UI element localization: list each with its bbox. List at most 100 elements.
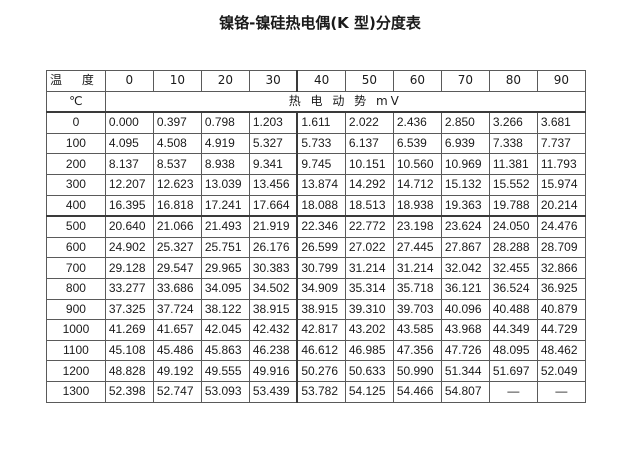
- emf-value-cell: 4.508: [152, 132, 202, 155]
- emf-value-cell: 9.745: [296, 153, 346, 175]
- emf-value-cell: 50.276: [296, 360, 346, 382]
- table-body: 温 度 0 10 20 30 40 50 60 70 80 90 ℃ 热 电 动…: [46, 70, 586, 403]
- emf-value-cell: 4.095: [104, 132, 154, 155]
- emf-value-cell: 2.850: [440, 111, 490, 134]
- temperature-cell: 200: [46, 153, 106, 175]
- emf-value-cell: 15.132: [440, 173, 490, 196]
- emf-value-cell: 16.395: [104, 194, 154, 217]
- emf-value-cell: 13.874: [296, 173, 346, 196]
- table-row: 600 24.902 25.327 25.751 26.176 26.599 27.022 2…: [46, 236, 586, 259]
- emf-value-cell: 27.445: [392, 236, 442, 259]
- column-header: 80: [488, 70, 538, 92]
- emf-value-cell: 51.697: [488, 360, 538, 382]
- emf-value-cell: 28.288: [488, 236, 538, 259]
- emf-value-cell: 33.686: [152, 277, 202, 300]
- table-row: 100 4.095 4.508 4.919 5.327 5.733 6.137 6.539 6.…: [46, 132, 586, 155]
- table-row: 800 33.277 33.686 34.095 34.502 34.909 35.314 3…: [46, 277, 586, 300]
- emf-value-cell: 0.000: [104, 111, 154, 134]
- table-row: 900 37.325 37.724 38.122 38.915 38.915 39.310 3…: [46, 298, 586, 321]
- emf-value-cell: 51.344: [440, 360, 490, 382]
- column-header: 10: [152, 70, 202, 92]
- emf-value-cell: 50.990: [392, 360, 442, 382]
- temperature-cell: 1300: [46, 380, 106, 403]
- emf-value-cell: 47.356: [392, 339, 442, 362]
- emf-value-cell: 14.712: [392, 173, 442, 196]
- emf-value-cell: 36.925: [536, 277, 586, 300]
- emf-value-cell: 52.398: [104, 380, 154, 403]
- emf-value-cell: 5.733: [296, 132, 346, 155]
- emf-value-cell: 34.502: [248, 277, 298, 300]
- temperature-cell: 1000: [46, 319, 106, 341]
- emf-value-cell: 54.466: [392, 380, 442, 403]
- emf-value-cell: 21.493: [200, 215, 250, 238]
- emf-value-cell: 38.122: [200, 298, 250, 321]
- emf-value-cell: 53.782: [296, 380, 346, 403]
- emf-value-cell: 44.349: [488, 319, 538, 341]
- column-header: 90: [536, 70, 586, 92]
- emf-value-cell: 26.176: [248, 236, 298, 259]
- emf-value-cell: 12.207: [104, 173, 154, 196]
- emf-value-cell: 2.022: [344, 111, 394, 134]
- emf-value-cell: 48.462: [536, 339, 586, 362]
- emf-value-cell: 8.938: [200, 153, 250, 175]
- emf-value-cell: 0.798: [200, 111, 250, 134]
- emf-value-cell: 32.042: [440, 257, 490, 279]
- emf-value-cell: 6.939: [440, 132, 490, 155]
- emf-value-cell: 37.724: [152, 298, 202, 321]
- emf-value-cell: 12.623: [152, 173, 202, 196]
- emf-value-cell: 31.214: [344, 257, 394, 279]
- table-row: 0 0.000 0.397 0.798 1.203 1.611 2.022 2.436 2.85…: [46, 111, 586, 134]
- emf-value-cell: 32.866: [536, 257, 586, 279]
- emf-value-cell: 20.640: [104, 215, 154, 238]
- emf-value-cell: 40.488: [488, 298, 538, 321]
- emf-value-cell: 36.524: [488, 277, 538, 300]
- emf-value-cell: 10.560: [392, 153, 442, 175]
- emf-value-cell: 3.266: [488, 111, 538, 134]
- emf-value-cell: 18.938: [392, 194, 442, 217]
- emf-value-cell: 41.269: [104, 319, 154, 341]
- temperature-cell: 900: [46, 298, 106, 321]
- column-header: 40: [296, 70, 346, 92]
- emf-value-cell: 35.718: [392, 277, 442, 300]
- emf-value-cell: 24.476: [536, 215, 586, 238]
- table-row: 1100 45.108 45.486 45.863 46.238 46.612 46.985…: [46, 339, 586, 362]
- table-row: 700 29.128 29.547 29.965 30.383 30.799 31.214 3…: [46, 257, 586, 279]
- emf-value-cell: 18.513: [344, 194, 394, 217]
- temperature-cell: 1200: [46, 360, 106, 382]
- column-header: 70: [440, 70, 490, 92]
- emf-value-cell: 21.919: [248, 215, 298, 238]
- emf-value-cell: 48.828: [104, 360, 154, 382]
- emf-value-cell: 22.346: [296, 215, 346, 238]
- emf-value-cell: —: [536, 380, 586, 403]
- temperature-cell: 400: [46, 194, 106, 217]
- emf-value-cell: 43.585: [392, 319, 442, 341]
- emf-value-cell: 7.737: [536, 132, 586, 155]
- unit-symbol: ℃: [46, 90, 106, 113]
- emf-value-cell: 46.985: [344, 339, 394, 362]
- emf-value-cell: 1.611: [296, 111, 346, 134]
- emf-value-cell: 42.817: [296, 319, 346, 341]
- emf-value-cell: 38.915: [296, 298, 346, 321]
- emf-value-cell: 45.486: [152, 339, 202, 362]
- emf-value-cell: 21.066: [152, 215, 202, 238]
- emf-value-cell: 22.772: [344, 215, 394, 238]
- emf-value-cell: 50.633: [344, 360, 394, 382]
- temperature-header: 温 度: [46, 70, 106, 92]
- emf-value-cell: 17.241: [200, 194, 250, 217]
- column-header: 60: [392, 70, 442, 92]
- emf-value-cell: 3.681: [536, 111, 586, 134]
- column-header: 50: [344, 70, 394, 92]
- emf-value-cell: 0.397: [152, 111, 202, 134]
- emf-value-cell: 34.909: [296, 277, 346, 300]
- table-row: 1000 41.269 41.657 42.045 42.432 42.817 43.202…: [46, 319, 586, 341]
- emf-value-cell: 39.310: [344, 298, 394, 321]
- emf-value-cell: 6.137: [344, 132, 394, 155]
- column-header: 0: [104, 70, 154, 92]
- emf-value-cell: 48.095: [488, 339, 538, 362]
- emf-value-cell: 45.863: [200, 339, 250, 362]
- thermocouple-table: 温 度 0 10 20 30 40 50 60 70 80 90 ℃ 热 电 动…: [46, 70, 586, 403]
- emf-value-cell: 30.383: [248, 257, 298, 279]
- emf-value-cell: 54.807: [440, 380, 490, 403]
- emf-value-cell: 25.327: [152, 236, 202, 259]
- emf-value-cell: 23.198: [392, 215, 442, 238]
